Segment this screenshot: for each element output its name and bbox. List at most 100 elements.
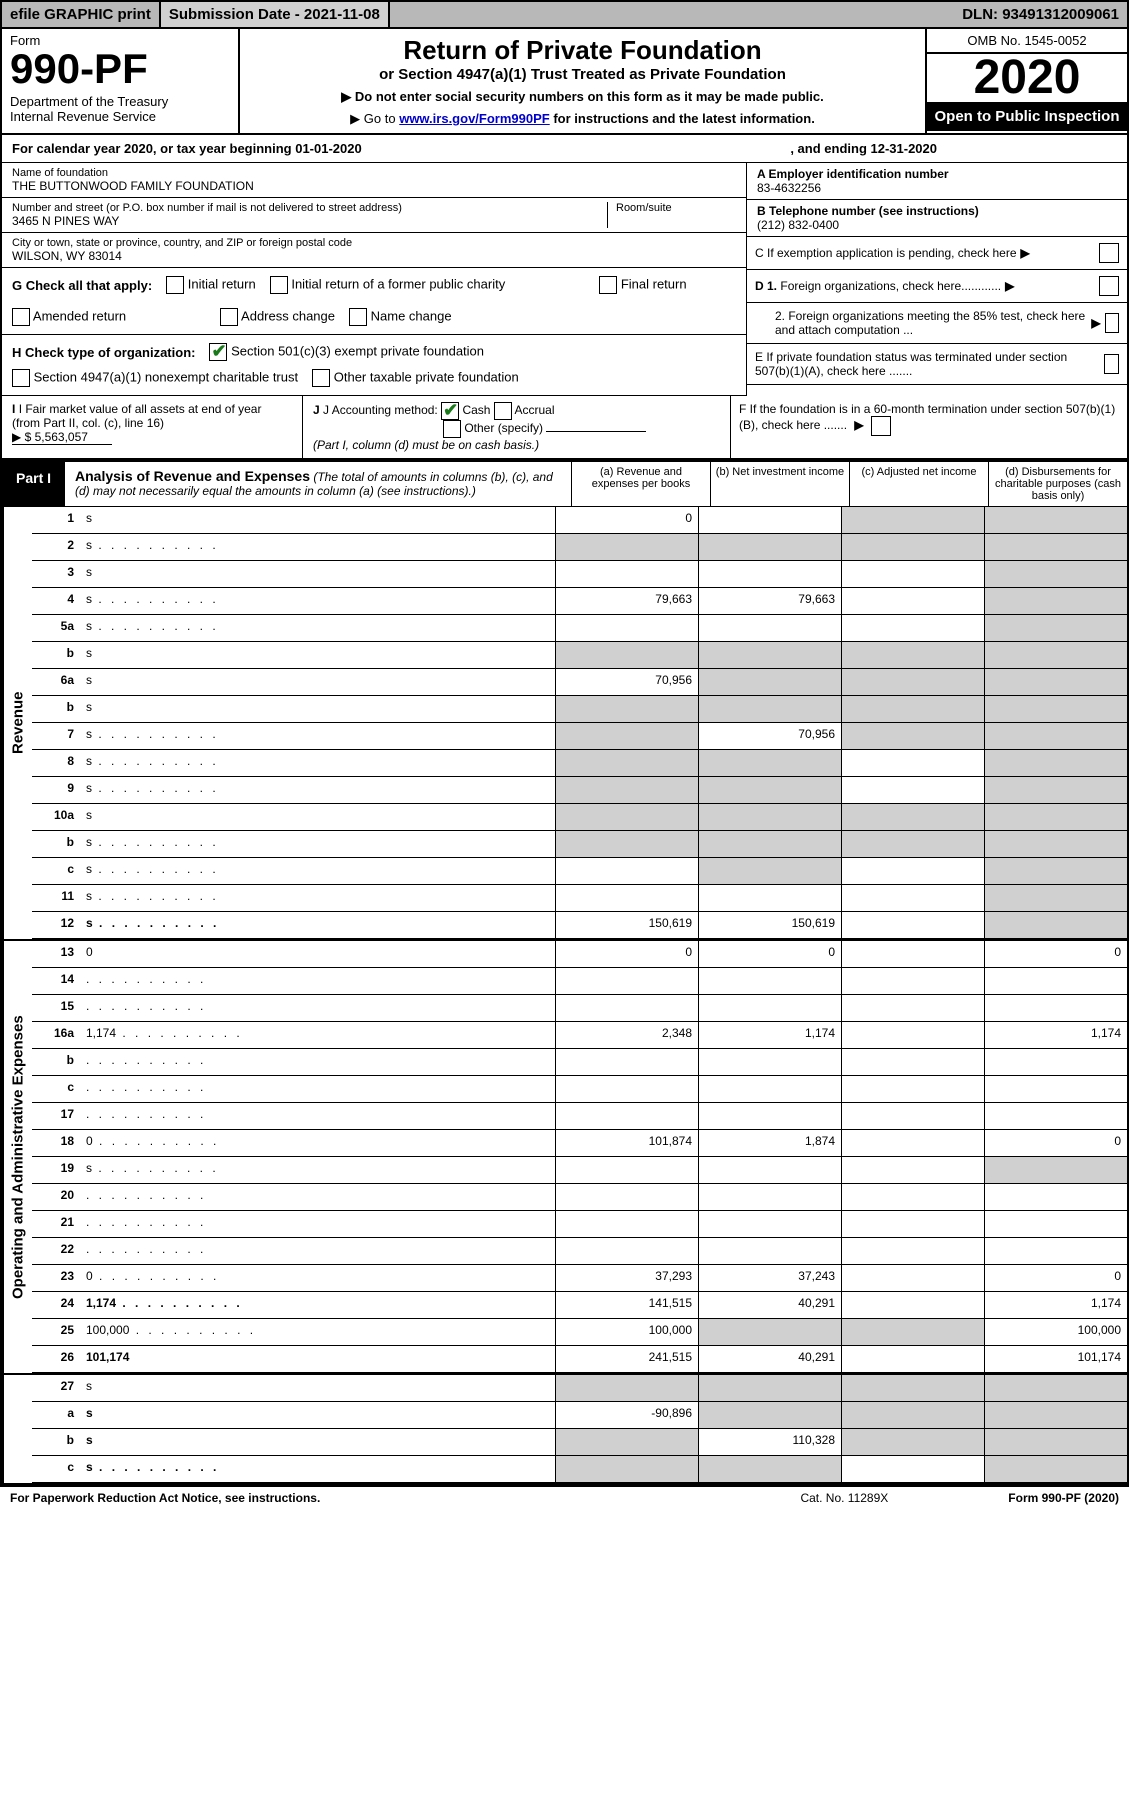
cash-checkbox[interactable] [441,402,459,420]
value-cell-a: 70,956 [555,669,698,695]
line-number: 16a [32,1022,80,1048]
line-number: 25 [32,1319,80,1345]
value-cell-a [555,1375,698,1401]
line-number: c [32,1076,80,1102]
line-row: 11s [32,885,1127,912]
line-description: s [80,507,555,533]
line-number: 7 [32,723,80,749]
value-cell-c [841,885,984,911]
value-cell-a [555,1456,698,1482]
d1-checkbox[interactable] [1099,276,1119,296]
value-cell-a [555,804,698,830]
value-cell-c [841,968,984,994]
value-cell-b [698,534,841,560]
line-row: cs [32,858,1127,885]
line-description [80,1076,555,1102]
e-checkbox[interactable] [1104,354,1119,374]
value-cell-a [555,561,698,587]
tel-cell: B Telephone number (see instructions) (2… [747,200,1127,237]
line-row: 2s [32,534,1127,561]
opex-section: Operating and Administrative Expenses 13… [0,939,1129,1373]
line-description: s [80,534,555,560]
value-cell-c [841,1103,984,1129]
line-row: 17 [32,1103,1127,1130]
foundation-name: THE BUTTONWOOD FAMILY FOUNDATION [12,179,736,193]
value-cell-b [698,1049,841,1075]
value-cell-a: 0 [555,941,698,967]
501c3-checkbox[interactable] [209,343,227,361]
line-row: 4s79,66379,663 [32,588,1127,615]
line-description: s [80,1375,555,1401]
address-change-checkbox[interactable] [220,308,238,326]
f-checkbox[interactable] [871,416,891,436]
value-cell-b [698,968,841,994]
value-cell-a: 101,874 [555,1130,698,1156]
line-row: 10as [32,804,1127,831]
line-number: 13 [32,941,80,967]
line-description: s [80,804,555,830]
line-number: 22 [32,1238,80,1264]
accrual-checkbox[interactable] [494,402,512,420]
g-label: G Check all that apply: [12,278,152,293]
value-cell-b [698,804,841,830]
line-row: 1s0 [32,507,1127,534]
line-description [80,1238,555,1264]
value-cell-a [555,858,698,884]
line-number: b [32,642,80,668]
col-d-head: (d) Disbursements for charitable purpose… [989,462,1127,506]
final-return-checkbox[interactable] [599,276,617,294]
line-description [80,1184,555,1210]
h-opt-2: Section 4947(a)(1) nonexempt charitable … [34,369,298,384]
line-number: 12 [32,912,80,938]
line-row: 16a1,1742,3481,1741,174 [32,1022,1127,1049]
value-cell-d [984,831,1127,857]
line-description: s [80,1456,555,1482]
form-ref: Form 990-PF (2020) [1008,1491,1119,1505]
h-label: H Check type of organization: [12,345,195,360]
ein-label: A Employer identification number [757,167,949,181]
line-description: s [80,912,555,938]
line-number: b [32,831,80,857]
c-text: C If exemption application is pending, c… [755,246,1017,260]
line-row: as-90,896 [32,1402,1127,1429]
value-cell-c [841,561,984,587]
initial-return-checkbox[interactable] [166,276,184,294]
part-1-header: Part I Analysis of Revenue and Expenses … [0,460,1129,507]
initial-public-checkbox[interactable] [270,276,288,294]
value-cell-b: 37,243 [698,1265,841,1291]
tel-label: B Telephone number (see instructions) [757,204,979,218]
efile-label[interactable]: efile GRAPHIC print [2,2,159,27]
foundation-name-cell: Name of foundation THE BUTTONWOOD FAMILY… [2,163,746,198]
line-row: 15 [32,995,1127,1022]
value-cell-d [984,995,1127,1021]
value-cell-b [698,777,841,803]
value-cell-b [698,885,841,911]
line-number: 2 [32,534,80,560]
value-cell-d [984,1211,1127,1237]
dept-treasury: Department of the Treasury Internal Reve… [10,94,230,124]
value-cell-c [841,669,984,695]
g-opt-3: Amended return [33,308,126,323]
amended-return-checkbox[interactable] [12,308,30,326]
value-cell-a: 2,348 [555,1022,698,1048]
line-row: 9s [32,777,1127,804]
other-taxable-checkbox[interactable] [312,369,330,387]
value-cell-b [698,1456,841,1482]
value-cell-a [555,696,698,722]
d2-checkbox[interactable] [1105,313,1119,333]
calyear-ending: , and ending 12-31-2020 [790,141,937,156]
other-method-checkbox[interactable] [443,420,461,438]
name-change-checkbox[interactable] [349,308,367,326]
value-cell-b [698,561,841,587]
value-cell-a [555,1211,698,1237]
value-cell-b: 79,663 [698,588,841,614]
value-cell-a [555,534,698,560]
c-checkbox[interactable] [1099,243,1119,263]
form-link[interactable]: www.irs.gov/Form990PF [399,111,550,126]
d1-row: D 1. D 1. Foreign organizations, check h… [747,270,1127,303]
value-cell-d [984,1402,1127,1428]
4947-checkbox[interactable] [12,369,30,387]
value-cell-b [698,669,841,695]
line-number: 18 [32,1130,80,1156]
value-cell-a [555,968,698,994]
